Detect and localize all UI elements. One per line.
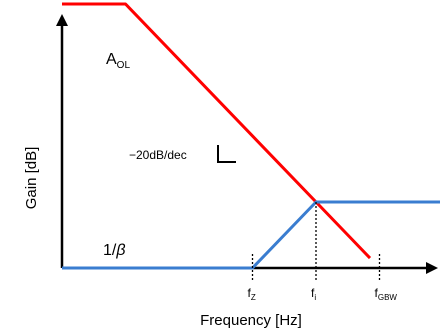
tick-label-fz: fZ bbox=[248, 286, 256, 302]
series-aol-line bbox=[62, 2, 372, 260]
x-axis-title: Frequency [Hz] bbox=[200, 312, 302, 329]
tick-label-fi: fi bbox=[311, 286, 316, 302]
aol-label: AOL bbox=[106, 51, 130, 71]
y-axis-title: Gain [dB] bbox=[23, 147, 40, 210]
beta-label: 1/β bbox=[103, 242, 125, 259]
slope-label: −20dB/dec bbox=[129, 148, 187, 162]
series-beta-line bbox=[62, 200, 440, 270]
slope-triangle bbox=[217, 145, 236, 163]
tick-label-fgbw: fGBW bbox=[375, 286, 398, 302]
